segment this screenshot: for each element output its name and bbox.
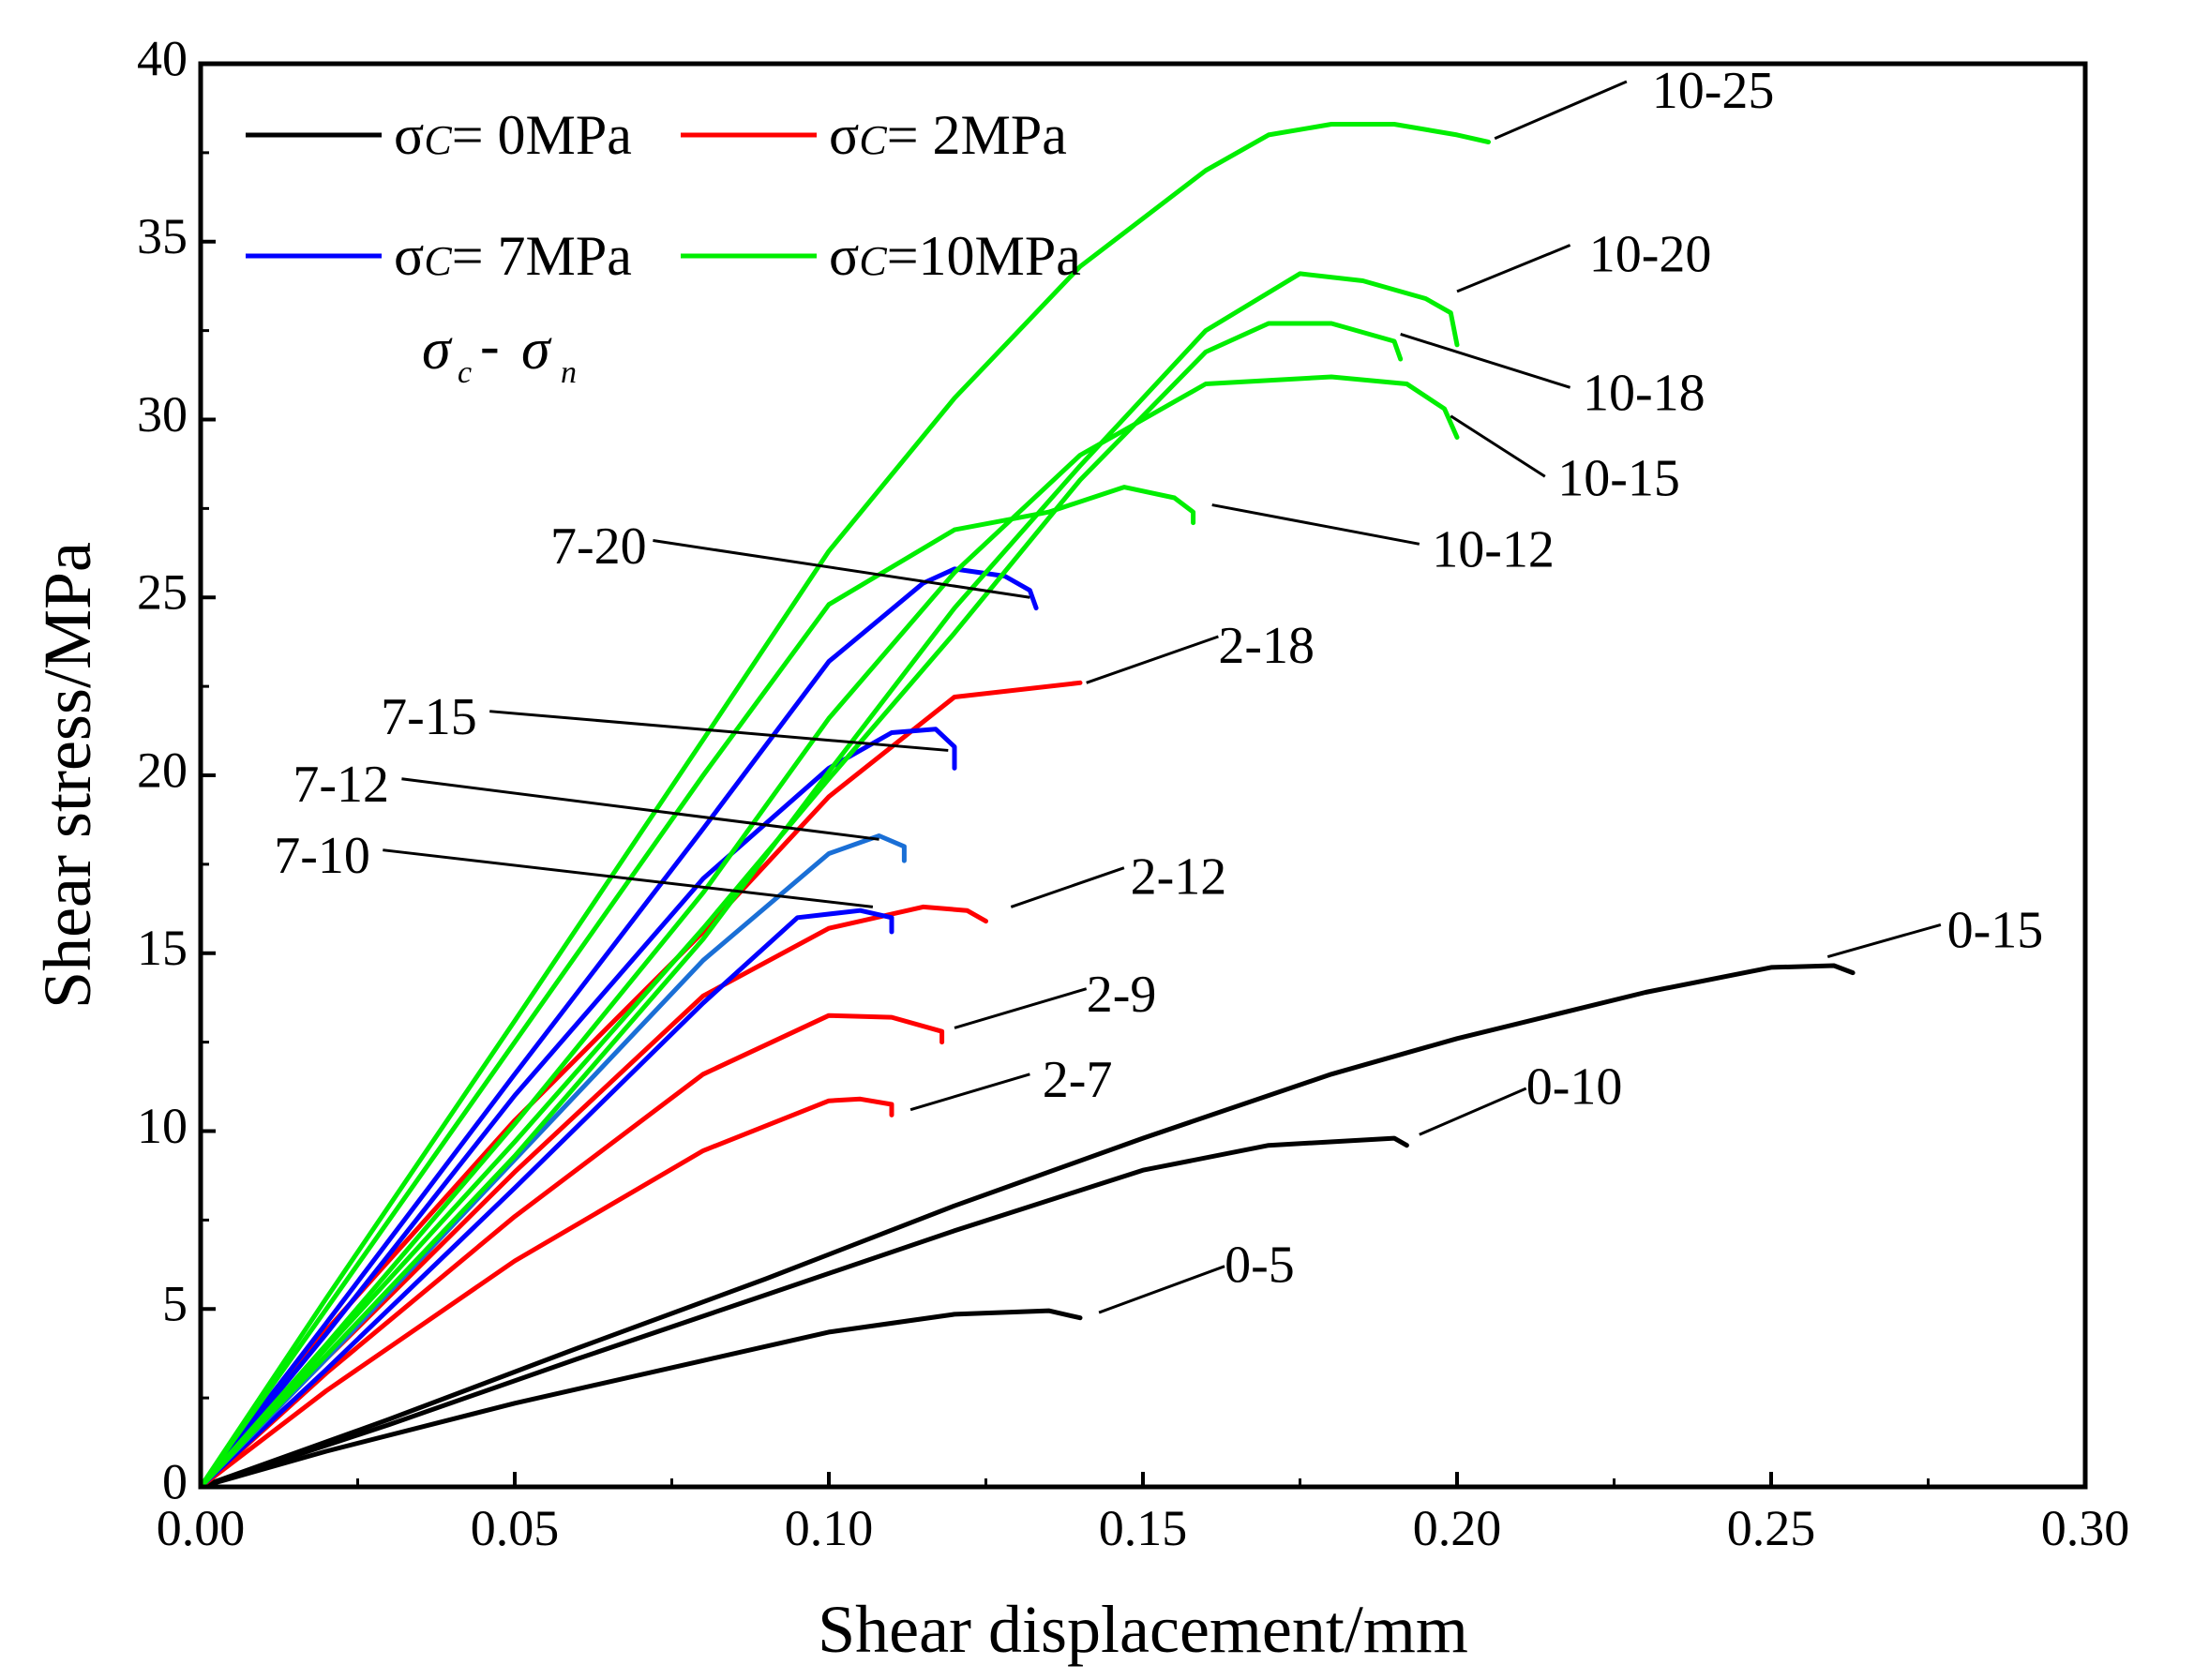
y-tick-label: 30 <box>137 386 188 442</box>
curve-10-20 <box>198 271 1460 1490</box>
y-tick-label: 40 <box>137 30 188 86</box>
curve-10-15 <box>198 374 1460 1490</box>
leader-line-7-20 <box>653 539 1030 599</box>
y-tick-label: 10 <box>137 1098 188 1154</box>
y-tick-label: 15 <box>137 920 188 976</box>
curve-10-18 <box>198 321 1404 1490</box>
sigma-c-symbol: σ <box>422 318 453 382</box>
legend-label: σC= 0MPa <box>394 104 632 166</box>
curve-10-25 <box>198 122 1491 1490</box>
curve-7-10 <box>198 908 894 1490</box>
curve-label-7-20: 7-20 <box>550 518 647 576</box>
sigma-n-subscript: n <box>561 355 577 390</box>
x-tick-label: 0.15 <box>1099 1500 1188 1556</box>
curve-7-12 <box>198 833 907 1490</box>
curve-label-0-15: 0-15 <box>1947 902 2044 960</box>
curve-7-20 <box>198 566 1039 1490</box>
curve-10-12 <box>198 485 1196 1490</box>
y-tick-label: 20 <box>137 742 188 798</box>
leader-line-0-10 <box>1419 1087 1527 1136</box>
curve-label-2-18: 2-18 <box>1218 617 1315 675</box>
legend-item-7mpa: σC= 7MPa <box>246 225 632 287</box>
legend-label: σC= 7MPa <box>394 225 632 287</box>
curve-label-2-7: 2-7 <box>1043 1051 1113 1109</box>
leader-line-10-25 <box>1494 80 1628 141</box>
leader-line-7-12 <box>401 777 879 841</box>
leader-line-2-12 <box>1010 866 1125 908</box>
leader-line-2-9 <box>954 987 1088 1029</box>
x-tick-label: 0.05 <box>471 1500 560 1556</box>
y-tick-label: 5 <box>162 1276 188 1332</box>
legend: σC= 0MPa σC= 2MPa σC= 7MPa σC=10MPa <box>246 104 1081 287</box>
leader-line-10-20 <box>1456 244 1571 293</box>
y-axis-title: Shear stress/MPa <box>30 542 105 1009</box>
sigma-n-symbol: σ <box>521 318 552 382</box>
curve-2-7 <box>198 1096 894 1490</box>
leader-line-7-15 <box>489 710 949 752</box>
leader-line-10-18 <box>1400 332 1571 389</box>
x-tick-label: 0.30 <box>2041 1500 2130 1556</box>
curve-label-7-12: 7-12 <box>293 756 389 814</box>
leader-line-10-15 <box>1450 414 1546 478</box>
x-tick-label: 0.10 <box>785 1500 874 1556</box>
sigma-dash: - <box>480 314 500 378</box>
curve-label-10-25: 10-25 <box>1652 62 1775 120</box>
curve-label-7-15: 7-15 <box>381 688 477 746</box>
x-tick-label: 0.25 <box>1727 1500 1816 1556</box>
leader-line-0-15 <box>1826 922 1942 958</box>
curve-label-7-10: 7-10 <box>274 827 370 885</box>
curve-0-15 <box>198 963 1856 1490</box>
legend-item-0mpa: σC= 0MPa <box>246 104 632 166</box>
axis-ticks: 0.00 0.05 0.10 0.15 0.20 0.25 0.30 0 5 10 15 20 25 30… <box>137 30 2129 1556</box>
legend-item-10mpa: σC=10MPa <box>681 225 1081 287</box>
curve-label-2-12: 2-12 <box>1131 848 1227 907</box>
curve-0-10 <box>198 1135 1409 1490</box>
curve-0-5 <box>198 1308 1083 1490</box>
curve-label-0-5: 0-5 <box>1225 1236 1295 1294</box>
leader-line-2-7 <box>909 1072 1030 1112</box>
stress-annotation: σ c - σ n <box>422 314 577 390</box>
y-tick-label: 35 <box>137 208 188 264</box>
curve-2-9 <box>198 1012 945 1490</box>
leader-line-10-12 <box>1211 503 1420 546</box>
curve-label-10-12: 10-12 <box>1432 521 1555 579</box>
curve-label-0-10: 0-10 <box>1526 1058 1623 1117</box>
curve-label-10-15: 10-15 <box>1557 450 1680 508</box>
curve-label-10-18: 10-18 <box>1583 365 1706 423</box>
leader-line-2-18 <box>1086 635 1219 684</box>
leader-line-7-10 <box>383 848 874 908</box>
y-tick-label: 25 <box>137 564 188 621</box>
x-tick-label: 0.00 <box>157 1500 246 1556</box>
curve-label-10-20: 10-20 <box>1589 226 1712 284</box>
x-axis-title: Shear displacement/mm <box>818 1592 1468 1667</box>
legend-item-2mpa: σC= 2MPa <box>681 104 1067 166</box>
leader-line-0-5 <box>1098 1265 1225 1314</box>
legend-label: σC=10MPa <box>829 225 1081 287</box>
curve-label-2-9: 2-9 <box>1087 966 1157 1024</box>
data-curves <box>198 122 1856 1490</box>
y-tick-label: 0 <box>162 1453 188 1509</box>
legend-label: σC= 2MPa <box>829 104 1067 166</box>
sigma-c-subscript: c <box>458 355 472 390</box>
x-tick-label: 0.20 <box>1413 1500 1502 1556</box>
